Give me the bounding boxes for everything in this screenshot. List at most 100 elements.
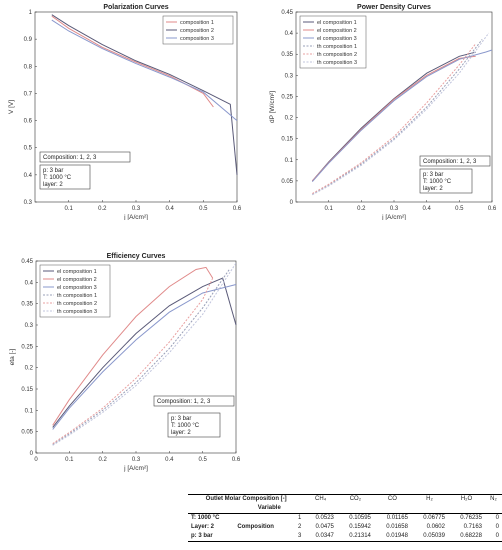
legend-label: el composition 3: [317, 36, 357, 42]
y-tick-label: 0.3: [24, 200, 33, 206]
legend-label: el composition 1: [317, 20, 357, 26]
x-tick-label: 0.4: [422, 206, 431, 212]
power-density-chart: Power Density Curves 0.1 0.2 0.3 0.4 0.5 0.6 0 0…: [252, 0, 502, 221]
table-cell: 0.0347: [315, 533, 334, 539]
annotation-box1: Composition: 1, 2, 3: [39, 151, 131, 163]
series-line-1: [51, 15, 214, 108]
row-id: 3: [297, 533, 302, 539]
annotation-text: layer: 2: [43, 182, 63, 188]
x-tick-label: 0.4: [165, 206, 174, 212]
col-header: CO₂: [349, 496, 362, 502]
table-cell: 0.05039: [423, 533, 445, 539]
x-tick-label: 0.6: [232, 457, 241, 463]
legend: composition 1 composition 2 composition 3: [162, 15, 234, 45]
x-tick-label: 0: [34, 457, 38, 463]
y-tick-label: 0.05: [281, 179, 293, 185]
series-line-1: [311, 51, 476, 182]
y-axis-label: dP [W/cm²]: [269, 91, 276, 123]
table-title: Outlet Molar Composition [-]: [205, 496, 287, 502]
efficiency-chart: Efficiency Curves 0 0.1 0.2 0.3 0.4 0.5 0.6 0 0.0…: [0, 248, 250, 473]
series-line-6: [52, 262, 237, 446]
annotation-box1: Composition: 1, 2, 3: [153, 395, 235, 407]
legend-label: el composition 3: [57, 285, 97, 291]
legend-label: th composition 2: [57, 301, 97, 307]
x-axis-label: j [A/cm²]: [381, 214, 406, 220]
y-tick-label: 0.3: [285, 73, 294, 79]
annotation-text: T: 1000 °C: [423, 179, 452, 185]
legend-label: th composition 2: [317, 52, 357, 58]
table-cell: 0.01948: [386, 533, 408, 539]
x-axis-label: j [A/cm²]: [123, 214, 148, 220]
series-line-3: [311, 49, 493, 183]
table-cell: 0: [495, 533, 499, 539]
row-label: p: 3 bar: [191, 533, 213, 539]
annotation-box: [39, 151, 131, 163]
legend: el composition 1 el composition 2 el compo…: [299, 15, 367, 69]
annotation-text: T: 1000 °C: [43, 175, 72, 181]
y-tick-label: 0.45: [21, 259, 33, 265]
annotation-text: p: 3 bar: [171, 416, 191, 422]
x-tick-label: 0.2: [98, 206, 107, 212]
y-tick-label: 0.45: [281, 10, 293, 16]
pow-svg: Power Density Curves 0.1 0.2 0.3 0.4 0.5 0.6 0 0…: [269, 4, 497, 221]
series-line-2: [51, 14, 238, 175]
legend-label: el composition 2: [57, 277, 97, 283]
annotation-text: layer: 2: [423, 186, 443, 192]
table-cell: 0.0602: [426, 524, 445, 530]
x-tick-label: 0.5: [199, 206, 208, 212]
legend-label: el composition 1: [57, 269, 97, 275]
polarization-chart: Polarization Curves 0.1 0.2 0.3 0.4 0.5 0.6 0.3…: [0, 0, 250, 221]
legend-label: composition 2: [180, 28, 214, 34]
col-header: H₂: [426, 496, 433, 502]
table-cell: 0.06775: [423, 515, 445, 521]
y-tick-label: 0.05: [21, 430, 33, 436]
pol-svg: Polarization Curves 0.1 0.2 0.3 0.4 0.5 0.6 0.3…: [8, 4, 242, 221]
series-line-3: [51, 19, 238, 121]
legend-label: th composition 1: [317, 44, 357, 50]
legend-box: [39, 264, 111, 318]
annotation-text: p: 3 bar: [423, 172, 443, 178]
chart-title: Polarization Curves: [103, 4, 168, 11]
x-tick-label: 0.1: [324, 206, 333, 212]
annotation-text: Composition: 1, 2, 3: [43, 155, 97, 161]
y-tick-label: 0.1: [285, 158, 294, 164]
y-tick-label: 0: [290, 200, 294, 206]
x-tick-label: 0.6: [233, 206, 242, 212]
series-line-3: [52, 284, 237, 430]
y-tick-label: 0.2: [25, 366, 34, 372]
table-cell: 0.68228: [460, 533, 482, 539]
y-tick-label: 0.3: [25, 323, 34, 329]
annotation-text: p: 3 bar: [43, 168, 63, 174]
table-cell: 0.0475: [315, 524, 334, 530]
y-tick-label: 0.8: [24, 64, 33, 70]
y-tick-label: 0.35: [21, 302, 33, 308]
series-line-6: [312, 32, 490, 196]
outlet-composition-table: Outlet Molar Composition [-] CH₄ CO₂ CO …: [188, 494, 502, 546]
annotation-text: Composition: 1, 2, 3: [423, 159, 477, 165]
series-line-5: [312, 43, 477, 195]
y-tick-label: 0.7: [24, 91, 33, 97]
table-cell: 0.01165: [386, 515, 408, 521]
y-tick-label: 0.9: [24, 37, 33, 43]
x-tick-label: 0.3: [132, 206, 141, 212]
x-tick-label: 0.1: [65, 457, 74, 463]
annotation-box: [153, 395, 235, 407]
row-label: Layer: 2: [191, 524, 215, 530]
y-tick-label: 0.4: [285, 31, 294, 37]
y-tick-label: 0.15: [281, 137, 293, 143]
annotation-box: [419, 168, 473, 194]
series-line-4: [52, 269, 230, 445]
annotation-box: [167, 412, 221, 438]
table-cell: 0.01658: [386, 524, 408, 530]
x-tick-label: 0.3: [390, 206, 399, 212]
series-line-4: [312, 39, 483, 195]
y-axis-label: V [V]: [8, 100, 15, 114]
legend-label: th composition 1: [57, 293, 97, 299]
y-tick-label: 0.6: [24, 119, 33, 125]
y-tick-label: 1: [29, 10, 33, 16]
y-tick-label: 0.15: [21, 387, 33, 393]
x-tick-label: 0.2: [98, 457, 107, 463]
